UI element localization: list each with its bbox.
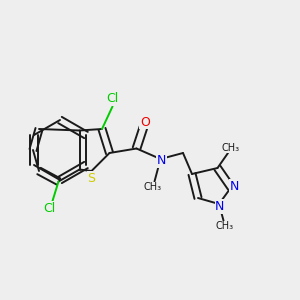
Text: N: N — [230, 179, 239, 193]
Text: N: N — [215, 200, 225, 213]
Text: CH₃: CH₃ — [144, 182, 162, 193]
Text: S: S — [88, 172, 95, 185]
Text: CH₃: CH₃ — [216, 221, 234, 231]
Text: CH₃: CH₃ — [222, 142, 240, 153]
Text: N: N — [157, 154, 166, 167]
Text: Cl: Cl — [106, 92, 119, 106]
Text: Cl: Cl — [44, 202, 56, 215]
Text: O: O — [140, 116, 150, 129]
